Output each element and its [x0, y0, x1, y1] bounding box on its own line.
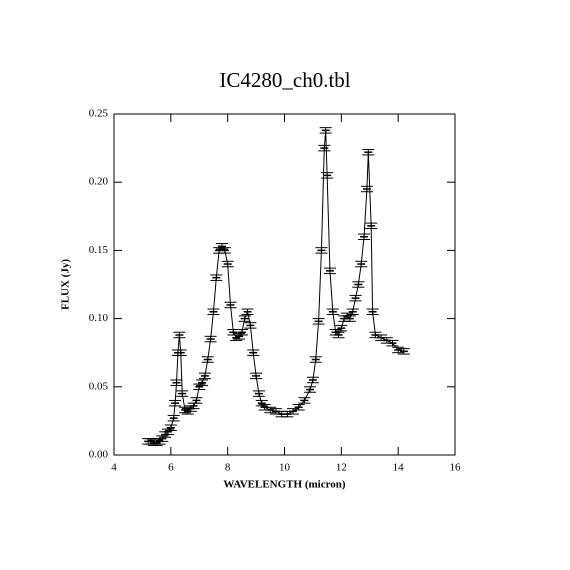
error-bar [221, 260, 234, 268]
error-bar [362, 148, 375, 156]
error-bar [210, 274, 223, 281]
error-bar [190, 397, 203, 404]
error-bar [224, 301, 237, 309]
error-bar [170, 379, 183, 386]
error-bar [343, 315, 356, 322]
error-bar [349, 294, 362, 302]
error-bar [198, 372, 211, 380]
y-tick-label: 0.10 [89, 312, 109, 324]
x-tick-label: 16 [450, 462, 462, 474]
error-bar [250, 372, 263, 380]
error-bar [312, 318, 325, 325]
chart-title: IC4280_ch0.tbl [219, 68, 350, 92]
error-bar [332, 331, 345, 339]
error-bar [365, 222, 378, 230]
error-bar [201, 356, 214, 363]
error-bar [335, 324, 348, 332]
error-bar [346, 308, 359, 316]
error-bar [323, 267, 336, 275]
y-tick-label: 0.05 [89, 380, 109, 392]
error-bar [164, 424, 177, 431]
x-tick-label: 10 [279, 462, 291, 474]
error-bar [306, 376, 319, 384]
error-bar [204, 335, 217, 343]
error-bar [321, 172, 334, 179]
error-bar [244, 322, 257, 329]
y-tick-label: 0.15 [89, 244, 109, 256]
error-bar [358, 233, 371, 240]
error-bar [227, 329, 240, 336]
x-tick-label: 14 [393, 462, 405, 474]
error-bar [292, 404, 305, 411]
error-bar [196, 379, 209, 386]
error-bar [193, 383, 206, 391]
y-axis-label: FLUX (Jy) [60, 259, 72, 310]
error-bar [169, 399, 182, 407]
error-bar [309, 356, 322, 363]
x-tick-label: 12 [336, 462, 347, 474]
error-bar [235, 329, 248, 336]
y-tick-label: 0.25 [89, 108, 109, 120]
error-bar [352, 281, 365, 288]
error-bar [161, 428, 174, 436]
x-tick-label: 6 [168, 462, 174, 474]
error-bar [298, 397, 311, 404]
error-bar [304, 386, 317, 393]
error-bar [366, 308, 379, 316]
error-bar [176, 390, 189, 397]
error-bar [255, 399, 268, 407]
error-bar [315, 247, 328, 254]
error-bar [360, 185, 373, 193]
error-bar [207, 308, 220, 316]
error-bar [252, 390, 265, 397]
error-bar [318, 144, 331, 152]
x-tick-label: 8 [225, 462, 231, 474]
error-bar [326, 308, 339, 316]
error-bar [238, 315, 251, 322]
error-bar [247, 349, 260, 356]
y-tick-label: 0.00 [89, 449, 109, 461]
error-bar [215, 243, 228, 250]
error-bar [233, 333, 246, 340]
plot-frame [113, 113, 456, 456]
x-tick-label: 4 [111, 462, 117, 474]
error-bar [241, 308, 254, 316]
error-bar [397, 348, 410, 355]
y-tick-label: 0.20 [89, 176, 109, 188]
error-bar [386, 339, 399, 347]
error-bar [355, 260, 368, 268]
error-bar [167, 414, 180, 422]
error-bar [319, 127, 332, 134]
error-bar [173, 331, 186, 339]
x-axis-label: WAVELENGTH (micron) [223, 479, 345, 491]
error-bar [218, 247, 231, 254]
error-bar [174, 349, 187, 356]
